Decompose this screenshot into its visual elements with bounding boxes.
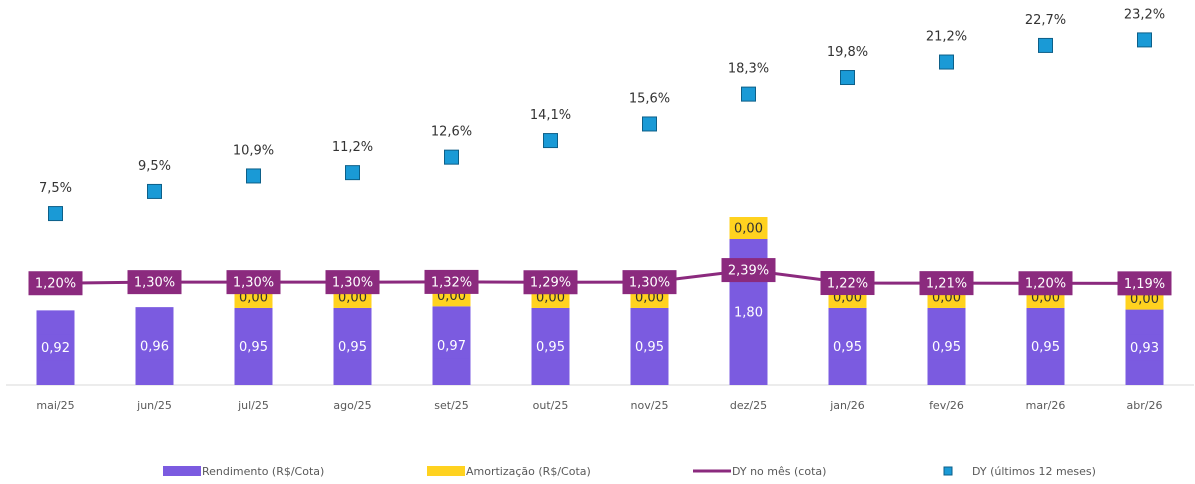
marker bbox=[444, 149, 459, 165]
x-tick-label: fev/26 bbox=[929, 399, 964, 412]
line-label-box bbox=[28, 271, 83, 296]
line-label-box bbox=[721, 258, 776, 283]
line-label-box bbox=[523, 270, 578, 295]
line-label: 1,22% bbox=[827, 277, 868, 292]
bar-label-box bbox=[235, 333, 272, 360]
legend-label: DY (últimos 12 meses) bbox=[972, 465, 1096, 478]
line-label-box bbox=[919, 271, 974, 296]
line-label-box bbox=[820, 271, 875, 296]
bar-label: 0,95 bbox=[635, 340, 664, 355]
line-label: 1,30% bbox=[629, 276, 670, 291]
bar-label-box bbox=[433, 332, 470, 359]
bar-label: 0,95 bbox=[338, 340, 367, 355]
line-label-box bbox=[1018, 271, 1073, 296]
marker-label: 11,2% bbox=[332, 140, 373, 155]
line-label-box bbox=[424, 269, 479, 294]
bar-label: 0,93 bbox=[1130, 341, 1159, 356]
bar-label: 0,00 bbox=[1130, 292, 1159, 307]
line-label: 1,32% bbox=[431, 275, 472, 290]
x-tick-label: nov/25 bbox=[631, 399, 669, 412]
marker bbox=[840, 70, 855, 86]
x-tick-label: set/25 bbox=[434, 399, 469, 412]
bar-label: 0,95 bbox=[1031, 340, 1060, 355]
marker bbox=[1038, 37, 1053, 53]
marker-label: 14,1% bbox=[530, 108, 571, 123]
bar-label: 0,95 bbox=[932, 340, 961, 355]
line-label: 2,39% bbox=[728, 264, 769, 279]
marker-label: 9,5% bbox=[138, 159, 171, 174]
legend-swatch bbox=[427, 466, 465, 476]
line-label-box bbox=[622, 270, 677, 295]
bar-label: 0,00 bbox=[734, 222, 763, 237]
x-tick-label: jun/25 bbox=[136, 399, 172, 412]
bar-label-box bbox=[136, 333, 173, 360]
marker bbox=[642, 116, 657, 132]
line-label: 1,20% bbox=[35, 277, 76, 292]
x-tick-label: mai/25 bbox=[36, 399, 74, 412]
bar-label: 0,95 bbox=[536, 340, 565, 355]
legend-swatch bbox=[943, 466, 953, 476]
legend-label: Amortização (R$/Cota) bbox=[466, 465, 591, 478]
bar-label-box bbox=[730, 299, 767, 325]
line-label: 1,19% bbox=[1124, 277, 1165, 292]
x-tick-label: jul/25 bbox=[237, 399, 269, 412]
bar-label: 0,92 bbox=[41, 341, 70, 356]
bar-label-box bbox=[1027, 333, 1064, 360]
bar-label: 0,95 bbox=[239, 340, 268, 355]
bar-label-box bbox=[1126, 334, 1163, 361]
marker-label: 21,2% bbox=[926, 30, 967, 45]
marker-label: 15,6% bbox=[629, 91, 670, 106]
bar-label-box bbox=[829, 333, 866, 360]
x-tick-label: mar/26 bbox=[1026, 399, 1066, 412]
marker bbox=[543, 133, 558, 149]
bar-label: 0,00 bbox=[338, 290, 367, 305]
x-tick-label: dez/25 bbox=[730, 399, 767, 412]
line-label-box bbox=[1117, 271, 1172, 296]
bar-label-box bbox=[631, 333, 668, 360]
bar-label: 1,80 bbox=[734, 306, 763, 321]
line-label: 1,30% bbox=[233, 276, 274, 291]
line-label: 1,20% bbox=[1025, 277, 1066, 292]
legend-swatch bbox=[163, 466, 201, 476]
marker bbox=[939, 54, 954, 70]
marker bbox=[147, 183, 162, 199]
bar-label-box bbox=[532, 333, 569, 360]
x-tick-label: ago/25 bbox=[333, 399, 371, 412]
bar-label-box bbox=[334, 333, 371, 360]
bar-label-box bbox=[37, 334, 74, 361]
marker bbox=[1137, 32, 1152, 48]
line-label-box bbox=[325, 270, 380, 295]
marker-label: 10,9% bbox=[233, 143, 274, 158]
x-tick-label: out/25 bbox=[533, 399, 569, 412]
line-label: 1,30% bbox=[134, 276, 175, 291]
legend-label: Rendimento (R$/Cota) bbox=[202, 465, 324, 478]
marker bbox=[246, 168, 261, 184]
marker bbox=[741, 86, 756, 102]
line-label-box bbox=[226, 270, 281, 295]
marker bbox=[48, 206, 63, 222]
bar-label: 0,00 bbox=[635, 290, 664, 305]
marker bbox=[345, 165, 360, 181]
bar-label-box bbox=[729, 217, 768, 239]
x-tick-label: abr/26 bbox=[1127, 399, 1163, 412]
bar-label: 0,96 bbox=[140, 340, 169, 355]
bar-label: 0,95 bbox=[833, 340, 862, 355]
line-label: 1,21% bbox=[926, 277, 967, 292]
line-label: 1,30% bbox=[332, 276, 373, 291]
marker-label: 12,6% bbox=[431, 125, 472, 140]
bar-label: 0,97 bbox=[437, 339, 466, 354]
legend-label: DY no mês (cota) bbox=[732, 465, 826, 478]
bar-label: 0,00 bbox=[239, 290, 268, 305]
line-label: 1,29% bbox=[530, 276, 571, 291]
x-tick-label: jan/26 bbox=[829, 399, 864, 412]
line-label-box bbox=[127, 270, 182, 295]
bar-label-box bbox=[928, 333, 965, 360]
marker-label: 7,5% bbox=[39, 181, 72, 196]
marker-label: 19,8% bbox=[827, 45, 868, 60]
marker-label: 22,7% bbox=[1025, 13, 1066, 28]
line bbox=[55, 268, 1145, 285]
marker-label: 18,3% bbox=[728, 62, 769, 77]
marker-label: 23,2% bbox=[1124, 7, 1165, 22]
